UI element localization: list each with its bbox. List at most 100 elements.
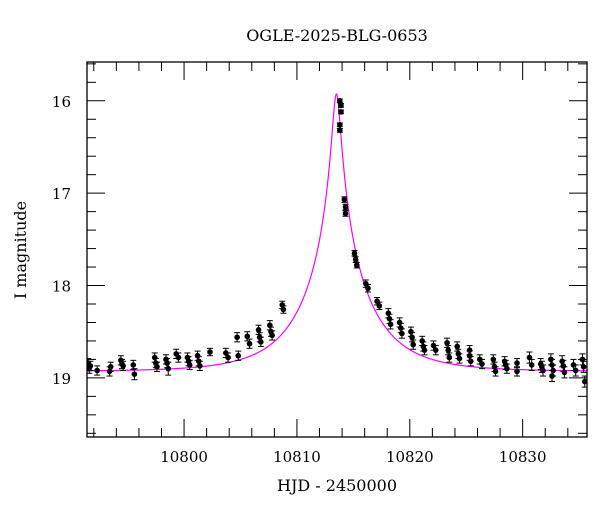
y-tick-label: 17 [52,185,71,203]
point-marker [572,367,579,374]
data-point [376,301,383,311]
point-marker [280,306,287,313]
point-marker [164,360,170,366]
data-point [196,360,203,371]
data-point [107,361,114,372]
point-marker [341,196,348,203]
point-marker [269,332,275,339]
point-marker [165,365,172,372]
point-marker [87,363,94,369]
data-point [446,352,453,363]
data-point [539,364,546,377]
point-marker [467,358,474,365]
point-marker [479,361,485,367]
point-marker [560,363,567,369]
point-marker [397,325,404,331]
point-marker [528,362,535,368]
plot-frame [86,61,588,438]
point-marker [244,333,251,340]
data-point [153,361,160,372]
x-tick-label: 10820 [386,448,434,466]
data-point [490,354,497,365]
point-marker [131,371,138,377]
point-marker [408,328,414,335]
data-point [398,328,405,339]
point-marker [432,347,439,353]
data-point [410,339,417,350]
point-marker [419,338,426,344]
x-tick-label: 10810 [273,448,321,466]
data-point [528,358,535,371]
point-marker [351,250,358,256]
point-marker [175,354,182,361]
data-point [432,345,439,356]
y-axis-label: I magnitude [11,201,30,299]
point-marker [561,369,568,376]
point-marker [194,352,201,359]
point-marker [396,319,403,326]
data-point [280,305,287,314]
point-marker [387,321,394,328]
data-point [336,97,343,104]
point-marker [446,354,453,361]
point-marker [337,127,343,134]
tick-labels: 10800 10810 10820 10830 16 17 18 19 [52,93,547,466]
data-point [353,261,360,269]
point-marker [120,363,126,369]
point-marker [207,349,213,355]
point-marker [246,340,253,347]
point-marker [456,355,463,362]
data-point [257,336,264,347]
point-marker [454,343,461,350]
point-marker [514,368,520,375]
point-marker [337,122,343,128]
data-point [579,353,586,366]
point-marker [409,334,415,341]
point-marker [255,327,262,333]
point-marker [186,362,193,368]
point-marker [490,356,497,363]
point-marker [466,352,473,359]
point-marker [352,256,359,263]
data-point [365,284,372,293]
point-marker [365,285,371,292]
point-marker [540,367,546,374]
point-marker [130,362,137,368]
point-marker [492,368,499,375]
data-point [549,369,556,383]
data-point [336,122,343,128]
data-point [87,360,94,371]
point-marker [581,378,587,385]
data-point [467,356,474,367]
point-marker [338,109,344,115]
data-point [580,360,587,373]
data-point [514,366,521,377]
data-point [572,364,579,377]
point-marker [154,364,160,370]
data-point [235,350,242,361]
data-point [225,352,232,363]
x-axis-label: HJD - 2450000 [277,476,397,495]
point-marker [385,310,392,317]
x-tick-label: 10800 [160,448,208,466]
point-marker [234,334,240,341]
point-marker [386,315,393,322]
point-marker [342,210,349,217]
y-tick-label: 18 [52,278,71,296]
data-point [503,363,510,374]
point-marker [225,354,231,361]
point-marker [338,102,344,109]
data-point [207,347,214,357]
data-point [492,366,499,377]
data-point [165,361,172,376]
data-point [337,109,344,115]
data-point [246,338,253,349]
point-marker [342,204,349,210]
data-points [87,97,587,388]
point-marker [514,360,520,366]
model-curve [87,93,587,372]
data-point [94,365,101,376]
data-point [337,102,344,109]
data-point [479,358,486,370]
